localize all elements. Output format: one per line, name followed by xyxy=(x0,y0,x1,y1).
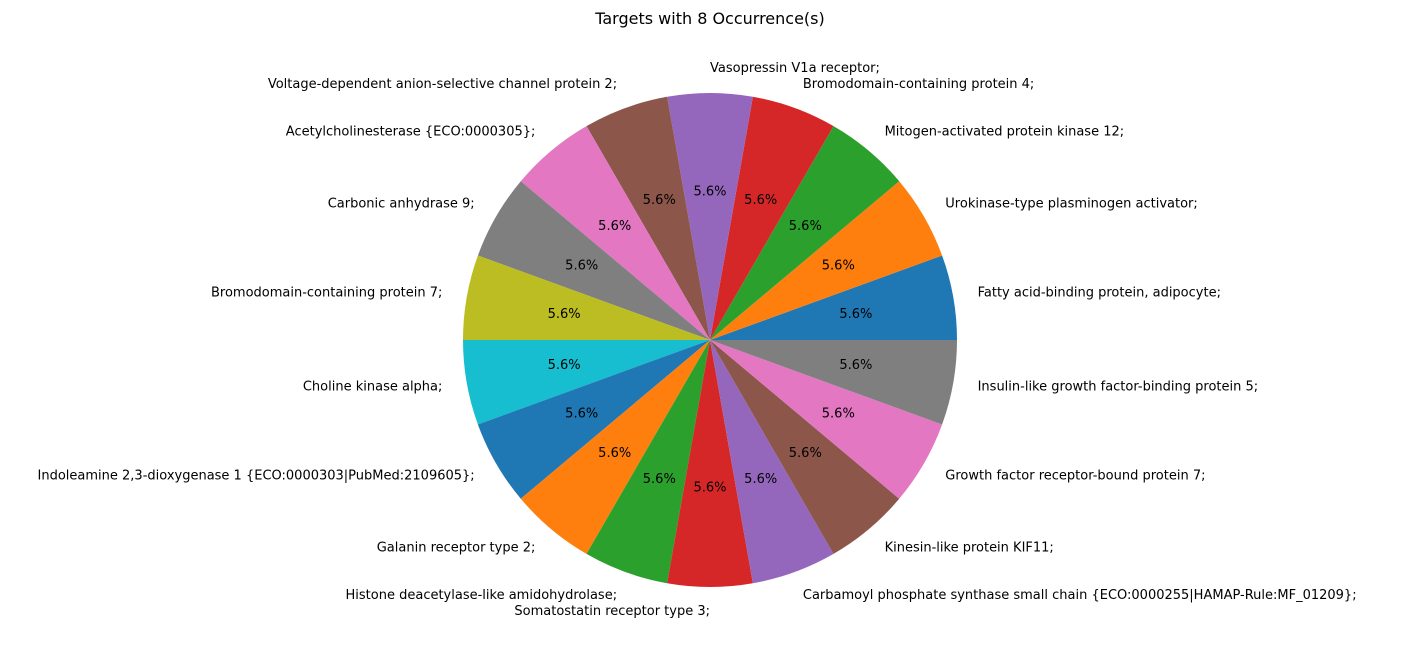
pie-category-label: Fatty acid-binding protein, adipocyte; xyxy=(978,285,1221,300)
pie-category-label: Insulin-like growth factor-binding prote… xyxy=(978,380,1259,395)
pie-slice xyxy=(667,92,753,340)
pie-slice xyxy=(710,181,943,340)
pie-slice xyxy=(710,126,900,340)
pie-percent-label: 5.6% xyxy=(565,407,598,422)
pie-percent-label: 5.6% xyxy=(744,472,777,487)
pie-slice xyxy=(586,96,710,340)
pie-percent-label: 5.6% xyxy=(643,472,676,487)
pie-slice xyxy=(463,255,710,340)
pie-category-label: Carbamoyl phosphate synthase small chain… xyxy=(803,588,1357,603)
pie-percent-label: 5.6% xyxy=(789,446,822,461)
pie-labels: Fatty acid-binding protein, adipocyte; Ur… xyxy=(38,61,1357,619)
pie-slice xyxy=(710,340,834,584)
pie-category-label: Choline kinase alpha; xyxy=(303,380,443,395)
pie-percent-label: 5.6% xyxy=(565,258,598,273)
pie-percent-labels: 5.6% 5.6% 5.6% 5.6% 5.6% 5.6% 5.6% 5.6% 5.6% 5.6%… xyxy=(548,184,873,495)
pie-category-label: Bromodomain-containing protein 7; xyxy=(211,285,442,300)
pie-category-label: Carbonic anhydrase 9; xyxy=(328,197,475,212)
pie-slice xyxy=(710,340,957,425)
pie-slice xyxy=(710,96,834,340)
pie-percent-label: 5.6% xyxy=(822,258,855,273)
pie-percent-label: 5.6% xyxy=(548,307,581,322)
pie-slice xyxy=(520,126,710,340)
pie-percent-label: 5.6% xyxy=(693,481,726,496)
pie-slice xyxy=(710,255,957,340)
pie-percent-label: 5.6% xyxy=(598,446,631,461)
pie-category-label: Indoleamine 2,3-dioxygenase 1 {ECO:00003… xyxy=(38,468,475,483)
pie-slice xyxy=(710,340,900,554)
pie-slice xyxy=(477,340,710,499)
pie-percent-label: 5.6% xyxy=(548,358,581,373)
pie-percent-label: 5.6% xyxy=(693,184,726,199)
pie-category-label: Acetylcholinesterase {ECO:0000305}; xyxy=(286,124,536,139)
pie-category-label: Kinesin-like protein KIF11; xyxy=(885,541,1054,556)
pie-category-label: Voltage-dependent anion-selective channe… xyxy=(268,77,617,92)
pie-percent-label: 5.6% xyxy=(839,358,872,373)
pie-slice xyxy=(477,181,710,340)
pie-slice xyxy=(667,340,753,588)
pie-percent-label: 5.6% xyxy=(789,219,822,234)
pie-slice xyxy=(520,340,710,554)
pie-category-label: Histone deacetylase-like amidohydrolase; xyxy=(346,588,618,603)
chart-title: Targets with 8 Occurrence(s) xyxy=(594,9,825,28)
pie-percent-label: 5.6% xyxy=(822,407,855,422)
pie-category-label: Bromodomain-containing protein 4; xyxy=(803,77,1034,92)
pie-slice xyxy=(710,340,943,499)
pie-percent-label: 5.6% xyxy=(744,193,777,208)
pie-category-label: Galanin receptor type 2; xyxy=(377,541,536,556)
pie-category-label: Somatostatin receptor type 3; xyxy=(514,604,710,619)
pie-category-label: Growth factor receptor-bound protein 7; xyxy=(945,468,1205,483)
pie-slices xyxy=(463,92,957,588)
pie-percent-label: 5.6% xyxy=(839,307,872,322)
pie-percent-label: 5.6% xyxy=(643,193,676,208)
pie-category-label: Urokinase-type plasminogen activator; xyxy=(945,197,1197,212)
pie-category-label: Mitogen-activated protein kinase 12; xyxy=(885,124,1125,139)
pie-percent-label: 5.6% xyxy=(598,219,631,234)
pie-category-label: Vasopressin V1a receptor; xyxy=(710,61,880,76)
pie-slice xyxy=(463,340,710,425)
pie-slice xyxy=(586,340,710,584)
